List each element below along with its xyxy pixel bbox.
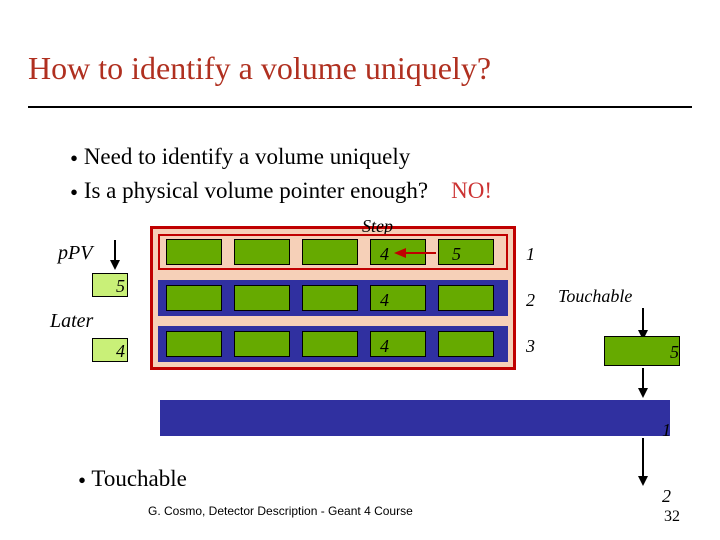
bullet-touchable: • Touchable xyxy=(78,466,187,494)
slot xyxy=(438,331,494,357)
bullet-1-text: Need to identify a volume uniquely xyxy=(84,144,410,169)
slot xyxy=(166,239,222,265)
row2-side: 2 xyxy=(526,290,535,311)
title-underline xyxy=(28,106,692,108)
row1-slot5-num: 5 xyxy=(452,244,461,265)
slot xyxy=(302,331,358,357)
row2-slot4-num: 4 xyxy=(380,290,389,311)
row3-slot4-num: 4 xyxy=(380,336,389,357)
touchable-arrow-3 xyxy=(636,438,650,488)
slot xyxy=(302,239,358,265)
bullet-touchable-text: Touchable xyxy=(91,466,186,491)
slot xyxy=(438,239,494,265)
slot xyxy=(438,285,494,311)
row1-slot4-num: 4 xyxy=(380,244,389,265)
slot xyxy=(302,285,358,311)
slot xyxy=(234,239,290,265)
footer: G. Cosmo, Detector Description - Geant 4… xyxy=(148,504,413,518)
touch-1: 1 xyxy=(662,420,671,441)
bullet-1: • Need to identify a volume uniquely xyxy=(70,144,410,172)
ppv-arrow xyxy=(108,240,122,270)
slot xyxy=(370,285,426,311)
touchable-arrow-2 xyxy=(636,368,650,400)
slot xyxy=(166,331,222,357)
slot xyxy=(370,331,426,357)
later-num: 4 xyxy=(116,341,125,362)
ppv-num: 5 xyxy=(116,276,125,297)
row3-side: 3 xyxy=(526,336,535,357)
no-text: NO! xyxy=(451,178,492,203)
slide-title: How to identify a volume uniquely? xyxy=(28,50,491,87)
slot xyxy=(166,285,222,311)
row1-side: 1 xyxy=(526,244,535,265)
label-ppv: pPV xyxy=(58,242,92,265)
touch-5: 5 xyxy=(670,342,679,363)
page-number: 32 xyxy=(664,508,680,526)
slide: How to identify a volume uniquely? • Nee… xyxy=(0,0,720,540)
slot xyxy=(234,285,290,311)
slot xyxy=(234,331,290,357)
touch-2: 2 xyxy=(662,486,671,507)
touchable-label: Touchable xyxy=(558,286,632,307)
label-later: Later xyxy=(50,310,93,333)
bullet-2-text: Is a physical volume pointer enough? xyxy=(84,178,428,203)
step-arrow xyxy=(392,246,438,260)
blue-bar xyxy=(160,400,670,436)
touch-slot xyxy=(604,336,680,366)
bullet-2: • Is a physical volume pointer enough? N… xyxy=(70,178,492,206)
